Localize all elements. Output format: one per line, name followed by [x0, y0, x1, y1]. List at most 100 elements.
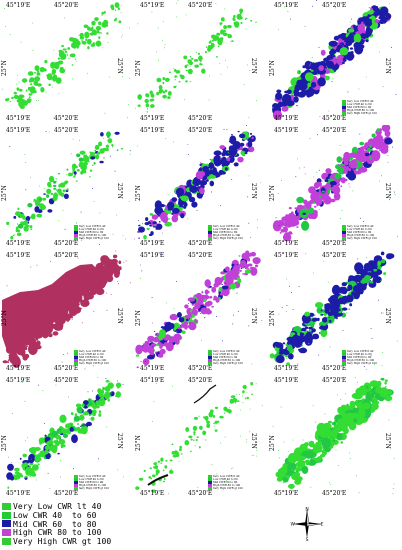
cwr-speck [397, 236, 398, 238]
legend-swatch [2, 520, 11, 528]
cwr-speck [215, 473, 217, 475]
cwr-patch [195, 439, 198, 441]
cwr-patch [360, 270, 369, 276]
cwr-patch [105, 147, 109, 152]
cwr-speck [136, 145, 138, 147]
cwr-patch [100, 32, 102, 34]
cwr-speck [128, 200, 130, 202]
cwr-map [135, 375, 263, 495]
lon-label-bottom-left: 45°19'E [140, 240, 165, 247]
cwr-speck [381, 312, 382, 314]
cwr-patch [280, 228, 286, 233]
cwr-speck [105, 378, 107, 379]
mini-legend: Very Low CWR lt 40 Low CWR 40 to 60 Mid CW… [208, 225, 243, 240]
cwr-speck [292, 439, 294, 441]
cwr-patch [214, 429, 218, 432]
cwr-patch [57, 172, 61, 175]
cwr-patch [103, 387, 106, 390]
cwr-patch [143, 234, 147, 240]
cwr-patch [79, 164, 82, 166]
cwr-patch [300, 332, 303, 334]
cwr-patch [156, 91, 160, 96]
cwr-patch [145, 340, 150, 345]
cwr-speck [171, 468, 172, 470]
cwr-patch [295, 467, 302, 472]
cwr-patch [372, 262, 376, 265]
cwr-patch [190, 438, 193, 441]
cwr-patch [29, 83, 33, 85]
cwr-patch [43, 193, 46, 195]
cwr-speck [125, 260, 127, 262]
cwr-speck [44, 320, 46, 322]
cwr-speck [59, 430, 61, 432]
cwr-patch [118, 260, 122, 265]
cwr-patch [192, 314, 195, 318]
cwr-patch [356, 151, 361, 156]
lon-label-top-left: 45°19'E [140, 2, 165, 9]
cwr-patch [213, 150, 222, 156]
cwr-patch [90, 156, 96, 160]
cwr-speck [138, 220, 140, 221]
cwr-patch [55, 434, 62, 440]
lon-label-top-left: 45°19'E [274, 2, 299, 9]
cwr-speck [326, 377, 328, 378]
cwr-patch [205, 309, 212, 315]
cwr-patch [62, 433, 68, 438]
cwr-speck [357, 112, 359, 113]
cwr-speck [225, 283, 226, 284]
cwr-speck [79, 139, 80, 141]
cwr-speck [248, 175, 250, 177]
cwr-patch [22, 107, 24, 109]
cwr-patch [380, 377, 385, 381]
cwr-patch [93, 162, 96, 165]
cwr-speck [84, 368, 86, 370]
legend-label: Very High CWR gt 100 [13, 537, 112, 547]
cwr-patch [114, 2, 120, 8]
map-panel: 45°19'E 45°20'E 45°19'E 45°20'E 25°N 25°N Very… [268, 125, 402, 250]
mini-legend-item: Low CWR 40 to 60 [208, 228, 243, 231]
cwr-patch [175, 328, 183, 334]
lon-label-bottom-left: 45°19'E [140, 490, 165, 497]
cwr-patch [180, 74, 185, 80]
cwr-patch [276, 476, 283, 482]
cwr-patch [184, 440, 190, 446]
cwr-speck [283, 441, 285, 443]
lat-label-right: 25°N [116, 183, 123, 199]
cwr-patch [184, 64, 188, 69]
cwr-patch [37, 334, 41, 337]
cwr-patch [18, 101, 24, 107]
mini-legend-label: Mid CWR 60 to 80 [213, 356, 238, 359]
cwr-patch [90, 32, 94, 36]
cwr-speck [65, 174, 67, 176]
cwr-patch [162, 90, 166, 94]
cwr-speck [122, 235, 124, 237]
mini-legend-item: Very High CWR gt 100 [342, 237, 377, 240]
cwr-patch [348, 421, 357, 431]
cwr-patch [250, 382, 254, 386]
legend-item: Very Low CWR lt 40 [2, 502, 182, 511]
cwr-patch [195, 170, 204, 180]
cwr-patch [19, 473, 23, 477]
cwr-patch [380, 146, 389, 154]
cwr-patch [84, 288, 87, 291]
cwr-patch [7, 486, 10, 489]
mini-legend-label: Low CWR 40 to 60 [347, 228, 372, 231]
cwr-patch [205, 46, 208, 48]
cwr-speck [340, 53, 341, 55]
cwr-patch [103, 157, 105, 159]
cwr-patch [194, 416, 198, 420]
mini-legend-item: Low CWR 40 to 60 [208, 353, 243, 356]
cwr-patch [58, 191, 62, 196]
cwr-patch [92, 411, 96, 417]
mini-legend-item: Mid CWR 60 to 80 [208, 356, 243, 359]
mini-legend-swatch [74, 484, 78, 487]
lat-label-left: 25°N [1, 310, 8, 326]
cwr-speck [155, 334, 157, 335]
cwr-speck [117, 61, 119, 62]
cwr-speck [92, 390, 93, 392]
cwr-patch [206, 423, 211, 428]
cwr-patch [57, 452, 60, 455]
cwr-patch [205, 418, 208, 422]
cwr-patch [150, 477, 153, 480]
cwr-speck [349, 458, 351, 460]
